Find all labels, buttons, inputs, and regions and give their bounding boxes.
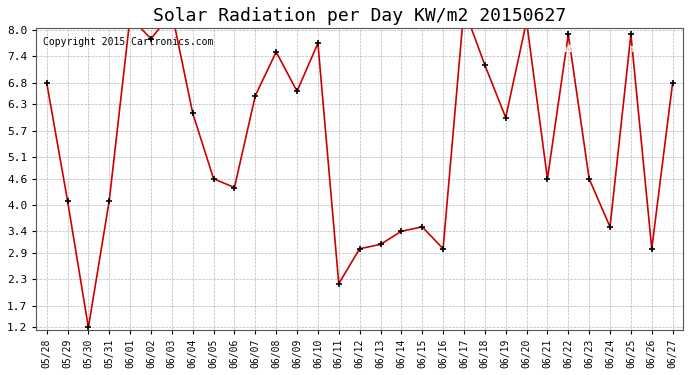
- Text: Copyright 2015 Cartronics.com: Copyright 2015 Cartronics.com: [43, 37, 213, 47]
- Title: Solar Radiation per Day KW/m2 20150627: Solar Radiation per Day KW/m2 20150627: [153, 7, 566, 25]
